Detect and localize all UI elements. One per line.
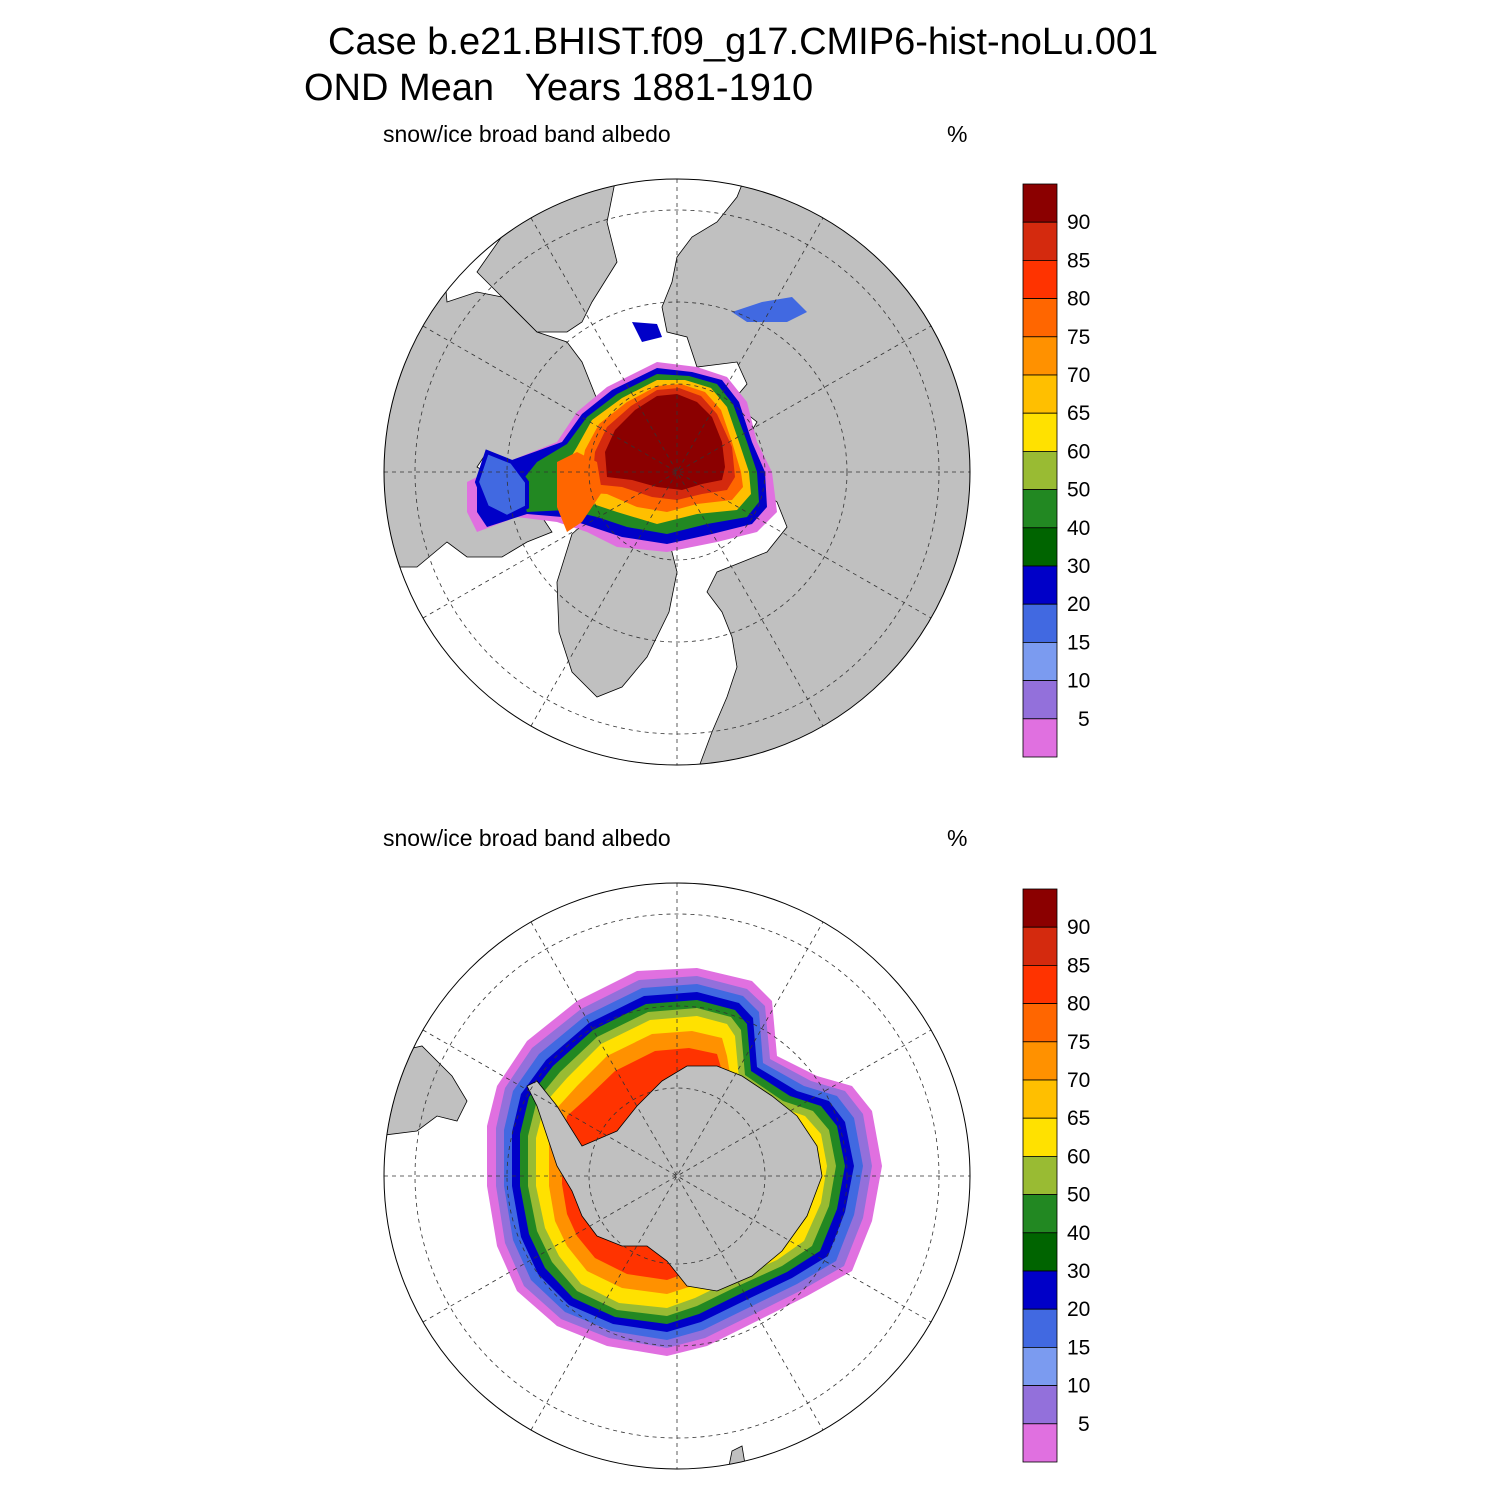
north-colorbar: 90 85 80 75 70 65 60 50 40 30 20 15 10 5 bbox=[1022, 183, 1090, 758]
ice-hudson-bay bbox=[474, 449, 529, 520]
figure-title-case: Case b.e21.BHIST.f09_g17.CMIP6-hist-noLu… bbox=[328, 21, 1159, 63]
colorbar-label-80: 80 bbox=[1067, 288, 1090, 311]
colorbar-label-70: 70 bbox=[1067, 364, 1090, 387]
colorbar-box-7 bbox=[1022, 450, 1058, 490]
colorbar-label-15: 15 bbox=[1067, 631, 1090, 654]
colorbar-box-12 bbox=[1022, 1346, 1058, 1386]
colorbar-box-0 bbox=[1022, 183, 1058, 223]
ice-okhotsk bbox=[732, 297, 807, 322]
colorbar-label-60: 60 bbox=[1067, 440, 1090, 463]
colorbar-box-1 bbox=[1022, 221, 1058, 261]
panel-south-variable-label: snow/ice broad band albedo bbox=[383, 825, 671, 851]
figure-title-period: OND Mean Years 1881-1910 bbox=[304, 67, 814, 109]
panel-north-variable-label: snow/ice broad band albedo bbox=[383, 121, 671, 147]
south-polar-map bbox=[383, 882, 971, 1470]
colorbar-box-4 bbox=[1022, 1041, 1058, 1081]
colorbar-label-50: 50 bbox=[1067, 479, 1090, 502]
colorbar-label-75: 75 bbox=[1067, 1031, 1090, 1054]
colorbar-label-70: 70 bbox=[1067, 1069, 1090, 1092]
colorbar-label-15: 15 bbox=[1067, 1336, 1090, 1359]
colorbar-box-2 bbox=[1022, 260, 1058, 300]
colorbar-box-7 bbox=[1022, 1155, 1058, 1195]
colorbar-label-65: 65 bbox=[1067, 402, 1090, 425]
colorbar-label-80: 80 bbox=[1067, 993, 1090, 1016]
colorbar-box-12 bbox=[1022, 641, 1058, 681]
colorbar-label-85: 85 bbox=[1067, 249, 1090, 272]
panel-north-units-label: % bbox=[947, 121, 968, 147]
north-polar-map bbox=[383, 178, 971, 766]
colorbar-box-0 bbox=[1022, 888, 1058, 928]
colorbar-label-90: 90 bbox=[1067, 211, 1090, 234]
colorbar-label-90: 90 bbox=[1067, 916, 1090, 939]
colorbar-box-8 bbox=[1022, 489, 1058, 529]
colorbar-box-14 bbox=[1022, 1423, 1058, 1463]
colorbar-box-11 bbox=[1022, 1308, 1058, 1348]
colorbar-box-5 bbox=[1022, 1079, 1058, 1119]
colorbar-box-13 bbox=[1022, 1385, 1058, 1425]
south-graticule bbox=[384, 883, 970, 1469]
colorbar-label-65: 65 bbox=[1067, 1107, 1090, 1130]
colorbar-box-1 bbox=[1022, 926, 1058, 966]
colorbar-label-30: 30 bbox=[1067, 555, 1090, 578]
colorbar-box-13 bbox=[1022, 680, 1058, 720]
colorbar-label-30: 30 bbox=[1067, 1260, 1090, 1283]
colorbar-label-20: 20 bbox=[1067, 1298, 1090, 1321]
colorbar-box-11 bbox=[1022, 603, 1058, 643]
panel-south-units-label: % bbox=[947, 825, 968, 851]
colorbar-box-4 bbox=[1022, 336, 1058, 376]
colorbar-box-10 bbox=[1022, 565, 1058, 605]
colorbar-label-85: 85 bbox=[1067, 954, 1090, 977]
land-alaska-chukotka bbox=[476, 179, 618, 333]
colorbar-box-14 bbox=[1022, 718, 1058, 758]
colorbar-box-9 bbox=[1022, 1232, 1058, 1272]
colorbar-box-6 bbox=[1022, 1117, 1058, 1157]
colorbar-label-5: 5 bbox=[1078, 708, 1090, 731]
colorbar-label-5: 5 bbox=[1078, 1413, 1090, 1436]
colorbar-label-40: 40 bbox=[1067, 1222, 1090, 1245]
colorbar-box-10 bbox=[1022, 1270, 1058, 1310]
colorbar-box-5 bbox=[1022, 374, 1058, 414]
north-graticule bbox=[384, 179, 970, 765]
land-antarctica bbox=[526, 1065, 823, 1292]
colorbar-label-75: 75 bbox=[1067, 326, 1090, 349]
colorbar-box-8 bbox=[1022, 1194, 1058, 1234]
ice-core-multiyear bbox=[605, 394, 725, 490]
colorbar-box-3 bbox=[1022, 1003, 1058, 1043]
colorbar-box-9 bbox=[1022, 527, 1058, 567]
colorbar-label-20: 20 bbox=[1067, 593, 1090, 616]
colorbar-label-60: 60 bbox=[1067, 1145, 1090, 1168]
colorbar-box-2 bbox=[1022, 965, 1058, 1005]
ice-bering bbox=[632, 322, 662, 342]
colorbar-label-50: 50 bbox=[1067, 1184, 1090, 1207]
colorbar-box-3 bbox=[1022, 298, 1058, 338]
colorbar-label-40: 40 bbox=[1067, 517, 1090, 540]
colorbar-label-10: 10 bbox=[1067, 1375, 1090, 1398]
south-colorbar: 90 85 80 75 70 65 60 50 40 30 20 15 10 5 bbox=[1022, 888, 1090, 1463]
colorbar-box-6 bbox=[1022, 412, 1058, 452]
colorbar-label-10: 10 bbox=[1067, 670, 1090, 693]
